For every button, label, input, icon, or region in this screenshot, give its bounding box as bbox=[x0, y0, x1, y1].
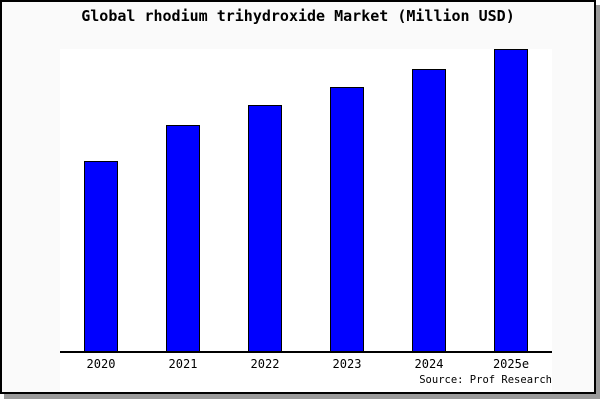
bar-2023 bbox=[330, 86, 364, 351]
plot-area: 2020 2021 2022 2023 2024 2025e Source: Prof R… bbox=[60, 49, 552, 392]
x-tick-label-2021: 2021 bbox=[168, 357, 198, 371]
bar-2021 bbox=[166, 124, 200, 351]
bar-slot-2020 bbox=[60, 49, 142, 351]
bar-slot-2021 bbox=[142, 49, 224, 351]
bar-2024 bbox=[412, 68, 446, 351]
x-tick-label-2024: 2024 bbox=[414, 357, 444, 371]
x-tick-label-2025e: 2025e bbox=[492, 357, 530, 371]
source-note: Source: Prof Research bbox=[419, 374, 552, 386]
bars-container bbox=[60, 49, 552, 353]
bar-2020 bbox=[84, 160, 118, 351]
x-axis-labels: 2020 2021 2022 2023 2024 2025e bbox=[60, 357, 552, 371]
bar-2025e bbox=[494, 49, 528, 351]
x-tick-label-2020: 2020 bbox=[86, 357, 116, 371]
x-tick-label-2023: 2023 bbox=[332, 357, 362, 371]
chart-title: Global rhodium trihydroxide Market (Mill… bbox=[81, 7, 515, 25]
bar-2022 bbox=[248, 104, 282, 351]
chart-figure: Global rhodium trihydroxide Market (Mill… bbox=[0, 0, 596, 394]
bar-slot-2024 bbox=[388, 49, 470, 351]
bar-slot-2025e bbox=[470, 49, 552, 351]
x-tick-label-2022: 2022 bbox=[250, 357, 280, 371]
bar-slot-2022 bbox=[224, 49, 306, 351]
bar-slot-2023 bbox=[306, 49, 388, 351]
